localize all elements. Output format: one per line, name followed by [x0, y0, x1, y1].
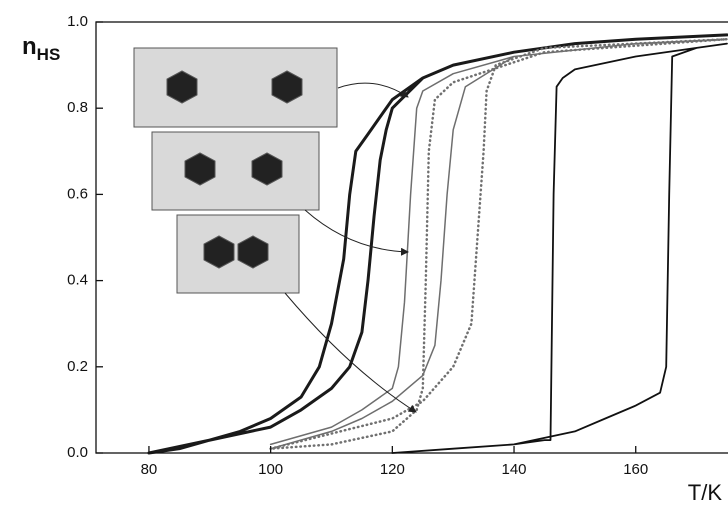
series-line — [147, 33, 728, 455]
series-line — [391, 42, 728, 454]
y-tick-label: 0.8 — [67, 99, 88, 116]
plot-area — [147, 33, 728, 455]
x-tick-label: 80 — [141, 461, 158, 478]
y-tick-label: 0.2 — [67, 358, 88, 375]
y-tick-label: 0.0 — [67, 444, 88, 461]
x-tick-label: 160 — [623, 461, 648, 478]
y-tick-label: 1.0 — [67, 13, 88, 30]
x-axis-label: T/K — [688, 480, 723, 505]
y-tick-label: 0.4 — [67, 272, 88, 289]
series-line — [269, 38, 728, 450]
y-axis-label-sub: HS — [37, 45, 61, 64]
y-axis-label-main: n — [22, 33, 37, 60]
y-tick-label: 0.6 — [67, 185, 88, 202]
inset-diagrams — [133, 47, 417, 413]
x-tick-label: 100 — [258, 461, 283, 478]
y-axis-label: nHS — [22, 33, 60, 64]
series-line — [269, 37, 728, 450]
x-tick-label: 140 — [502, 461, 527, 478]
x-tick-label: 120 — [380, 461, 405, 478]
plot-frame — [95, 21, 728, 454]
